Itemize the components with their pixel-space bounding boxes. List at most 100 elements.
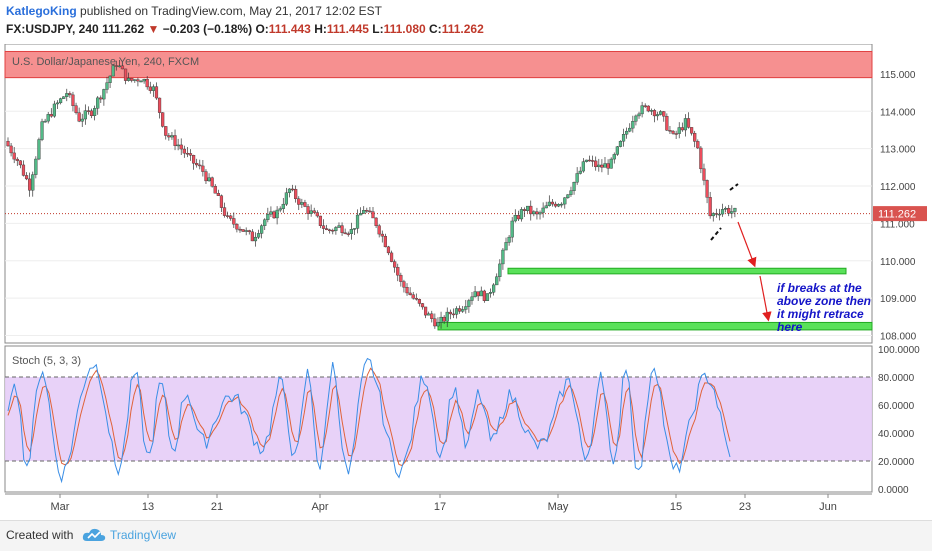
candle-body bbox=[662, 111, 666, 117]
candle-body bbox=[37, 139, 41, 160]
author-name[interactable]: KatlegoKing bbox=[6, 4, 77, 18]
time-tick-5: May bbox=[548, 501, 569, 513]
candle-body bbox=[74, 105, 78, 113]
candle-body bbox=[668, 130, 672, 132]
candle-body bbox=[253, 236, 258, 242]
candle-body bbox=[269, 211, 273, 215]
candle-body bbox=[210, 177, 214, 187]
candle-body bbox=[714, 213, 718, 215]
stoch-tick-1: 80.0000 bbox=[878, 373, 915, 384]
candle-body bbox=[346, 233, 350, 235]
candle-body bbox=[266, 213, 270, 220]
candle-body bbox=[532, 211, 536, 215]
candle-body bbox=[111, 65, 115, 77]
candle-body bbox=[575, 173, 579, 183]
candle-body bbox=[31, 174, 35, 191]
candle-body bbox=[693, 132, 697, 142]
stoch-tick-4: 20.0000 bbox=[878, 457, 915, 468]
candle-body bbox=[127, 78, 131, 81]
candle-body bbox=[730, 211, 734, 214]
high-label: H: bbox=[314, 22, 327, 36]
candle-body bbox=[256, 233, 261, 238]
support-zone-upper[interactable] bbox=[507, 267, 847, 275]
price-pane[interactable] bbox=[4, 44, 873, 344]
candle-body bbox=[646, 105, 650, 112]
price-tick-6: 109.000 bbox=[880, 294, 917, 305]
stoch-axis[interactable]: 100.0000 80.0000 60.0000 40.0000 20.0000 0.00… bbox=[878, 345, 920, 496]
candle-body bbox=[318, 215, 323, 226]
price-axis[interactable]: 115.000 114.000 113.000 112.000 111.000 110.0… bbox=[880, 70, 917, 343]
time-tick-1: 13 bbox=[142, 501, 154, 513]
candle-body bbox=[18, 160, 22, 166]
created-with-text: Created with bbox=[6, 528, 74, 542]
annotation-line-1: if breaks at the bbox=[777, 281, 862, 295]
candle-body bbox=[114, 65, 118, 67]
candle-body bbox=[374, 217, 378, 226]
candle-body bbox=[655, 114, 660, 117]
candle-body bbox=[492, 284, 496, 293]
chart-header: KatlegoKing published on TradingView.com… bbox=[0, 0, 932, 44]
candle-body bbox=[578, 170, 582, 174]
candle-body bbox=[600, 164, 604, 168]
candle-body bbox=[476, 291, 480, 297]
candle-body bbox=[86, 110, 91, 112]
candle-body bbox=[717, 213, 722, 216]
candle-body bbox=[139, 80, 143, 83]
price-tick-4: 111.000 bbox=[880, 219, 915, 230]
candle-body bbox=[724, 208, 728, 210]
candle-body bbox=[541, 207, 545, 213]
candle-body bbox=[631, 121, 635, 129]
price-tick-7: 108.000 bbox=[880, 332, 917, 343]
analysis-annotation[interactable]: if breaks at the above zone then it migh… bbox=[777, 282, 927, 334]
candle-body bbox=[417, 299, 421, 304]
candle-body bbox=[538, 212, 542, 215]
symbol-label[interactable]: FX:USDJPY, 240 bbox=[6, 22, 99, 36]
candle-body bbox=[581, 161, 585, 172]
time-tick-8: Jun bbox=[819, 501, 837, 513]
candle-body bbox=[461, 309, 465, 312]
tradingview-cloud-icon[interactable] bbox=[82, 526, 106, 544]
price-tick-5: 110.000 bbox=[880, 257, 916, 268]
candle-body bbox=[191, 155, 196, 164]
candle-body bbox=[219, 195, 224, 208]
candle-body bbox=[343, 232, 347, 234]
candle-body bbox=[142, 79, 146, 82]
candle-body bbox=[244, 230, 248, 232]
current-price-tag: 111.262 bbox=[873, 206, 927, 222]
candle-body bbox=[473, 291, 477, 298]
candle-body bbox=[229, 215, 233, 219]
open-value: 111.443 bbox=[268, 22, 311, 36]
candle-body bbox=[294, 188, 298, 199]
candle-body bbox=[504, 242, 508, 251]
high-value: 111.445 bbox=[326, 22, 369, 36]
low-label: L: bbox=[372, 22, 384, 36]
candle-body bbox=[232, 218, 236, 225]
candle-body bbox=[247, 230, 251, 233]
low-value: 111.080 bbox=[383, 22, 426, 36]
candle-body bbox=[572, 181, 576, 191]
resistance-zone[interactable] bbox=[4, 50, 873, 79]
candle-body bbox=[325, 228, 329, 231]
candle-body bbox=[315, 212, 319, 217]
candle-body bbox=[637, 113, 641, 117]
candle-body bbox=[148, 86, 152, 91]
candle-body bbox=[290, 188, 295, 191]
candle-body bbox=[470, 296, 474, 301]
candle-body bbox=[355, 214, 360, 229]
candle-body bbox=[170, 135, 174, 138]
candle-body bbox=[550, 201, 555, 205]
candle-body bbox=[331, 230, 335, 232]
chart-canvas[interactable]: U.S. Dollar/Japanese Yen, 240, FXCM 115.… bbox=[0, 44, 932, 520]
candle-body bbox=[702, 168, 706, 181]
candle-body bbox=[337, 225, 341, 228]
candle-body bbox=[680, 127, 684, 131]
candle-body bbox=[34, 158, 38, 175]
candle-body bbox=[123, 68, 128, 81]
candle-body bbox=[448, 311, 452, 315]
candle-body bbox=[621, 134, 626, 142]
candle-body bbox=[15, 158, 19, 161]
time-axis[interactable]: Mar 13 21 Apr 17 May 15 23 Jun bbox=[5, 493, 872, 513]
tradingview-brand[interactable]: TradingView bbox=[110, 528, 177, 542]
ohlc-line: FX:USDJPY, 240 111.262 ▼ −0.203 (−0.18%)… bbox=[6, 22, 484, 36]
price-tick-0: 115.000 bbox=[880, 70, 916, 81]
